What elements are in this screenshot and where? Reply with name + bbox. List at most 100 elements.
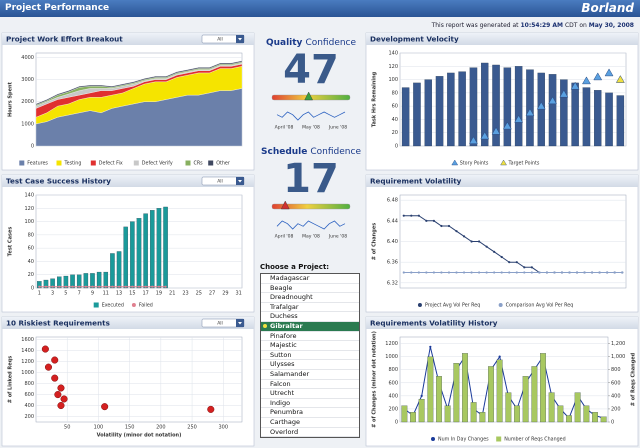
x-tick-label: 3 xyxy=(51,291,54,297)
bar xyxy=(424,79,432,147)
x-tick-label: 11 xyxy=(103,291,109,297)
project-chooser: Choose a Project: Madagascar Beagle Dreadn… xyxy=(260,263,360,439)
point xyxy=(402,271,405,274)
x-tick-label: 100 xyxy=(94,425,104,431)
point xyxy=(420,394,423,397)
y-tick-label: 40 xyxy=(392,117,398,123)
gauge-trend xyxy=(276,220,346,230)
project-item[interactable]: Penumbra xyxy=(261,408,359,418)
report-time: 10:54:29 AM xyxy=(520,22,564,29)
bar xyxy=(531,366,538,423)
bar xyxy=(150,210,155,289)
bar xyxy=(481,62,489,147)
bar xyxy=(574,392,581,423)
triangle-marker xyxy=(548,96,557,105)
point xyxy=(583,271,586,274)
y2-tick-label: 1,200 xyxy=(611,341,625,347)
x-tick-label: 25 xyxy=(196,291,202,297)
point xyxy=(432,271,435,274)
x-tick-label: 200 xyxy=(156,425,166,431)
x-tick-label: 27 xyxy=(209,291,215,297)
scatter-point xyxy=(51,356,59,364)
point xyxy=(560,271,564,274)
bar xyxy=(505,392,512,423)
y-tick-label: 80 xyxy=(392,90,398,96)
point xyxy=(447,271,451,274)
bar xyxy=(600,416,607,423)
project-item[interactable]: Trafalgar xyxy=(261,303,359,313)
gauge-month: May '08 xyxy=(302,234,320,240)
scatter-point xyxy=(57,384,65,392)
point xyxy=(500,271,503,274)
panel-header xyxy=(366,175,638,187)
project-item[interactable]: Gibraltar xyxy=(261,321,359,332)
gauge-marker xyxy=(280,200,290,210)
y-tick-label: 0 xyxy=(395,144,398,150)
point xyxy=(621,271,624,274)
scatter-point xyxy=(57,401,65,410)
legend-label: Features xyxy=(27,161,48,167)
point xyxy=(498,355,501,358)
bar xyxy=(43,279,49,289)
triangle-marker xyxy=(582,76,591,85)
point xyxy=(508,261,511,264)
legend-label: Other xyxy=(216,161,230,167)
point xyxy=(425,219,428,222)
gauge-value: 47 xyxy=(283,47,339,93)
point xyxy=(455,230,458,233)
legend-swatch xyxy=(56,160,62,166)
project-item[interactable]: Sutton xyxy=(261,351,359,361)
project-item[interactable]: Indigo xyxy=(261,399,359,409)
point xyxy=(478,271,481,274)
bar xyxy=(57,276,62,289)
x-tick-label: 23 xyxy=(182,291,188,297)
x-tick-label: 300 xyxy=(218,425,228,431)
gauge-month: June '08 xyxy=(328,234,347,240)
legend-swatch xyxy=(90,160,96,166)
legend-label: Executed xyxy=(102,303,124,309)
project-item[interactable]: Overlord xyxy=(261,428,359,438)
point xyxy=(402,214,405,217)
point xyxy=(591,271,594,274)
y-tick-label: 120 xyxy=(24,206,34,212)
panel-title: Project Work Effort Breakout xyxy=(6,35,123,44)
y-tick-label: 4000 xyxy=(21,55,34,61)
point xyxy=(164,285,167,288)
project-item[interactable]: Carthage xyxy=(261,418,359,428)
point xyxy=(429,345,432,348)
project-item[interactable]: Salamander xyxy=(261,370,359,380)
legend-swatch xyxy=(431,437,435,441)
bar xyxy=(103,271,109,289)
project-item[interactable]: Pinafore xyxy=(261,332,359,342)
project-item[interactable]: Madagascar xyxy=(261,274,359,284)
bar xyxy=(76,274,82,289)
x-tick-label: 250 xyxy=(187,425,197,431)
point xyxy=(462,235,466,238)
y-tick-label: 0 xyxy=(31,144,34,150)
project-item[interactable]: Beagle xyxy=(261,284,359,294)
project-item[interactable]: Falcon xyxy=(261,380,359,390)
point xyxy=(485,271,488,274)
gauge-title-bold: Quality xyxy=(266,38,303,48)
gauge-marker xyxy=(304,91,313,101)
x-tick-label: 21 xyxy=(169,291,175,297)
project-item[interactable]: Ulysses xyxy=(261,360,359,370)
y-tick-label: 40 xyxy=(28,259,34,265)
gauge-trend xyxy=(276,111,346,121)
bar xyxy=(616,95,625,147)
project-item[interactable]: Duchess xyxy=(261,312,359,322)
bar xyxy=(496,359,503,423)
report-date: May 30, 2008 xyxy=(588,22,634,29)
panel-header xyxy=(366,317,638,329)
panel-header xyxy=(366,33,638,45)
project-item[interactable]: Dreadnought xyxy=(261,293,359,303)
project-item[interactable]: Majestic xyxy=(261,341,359,351)
bar xyxy=(435,76,444,147)
bar xyxy=(592,412,598,423)
bar xyxy=(163,206,168,289)
bar xyxy=(63,275,69,289)
bar xyxy=(566,415,572,423)
y-axis-label: Hours Spent xyxy=(8,81,14,116)
project-item[interactable]: Utrecht xyxy=(261,389,359,399)
triangle-marker xyxy=(525,108,535,117)
